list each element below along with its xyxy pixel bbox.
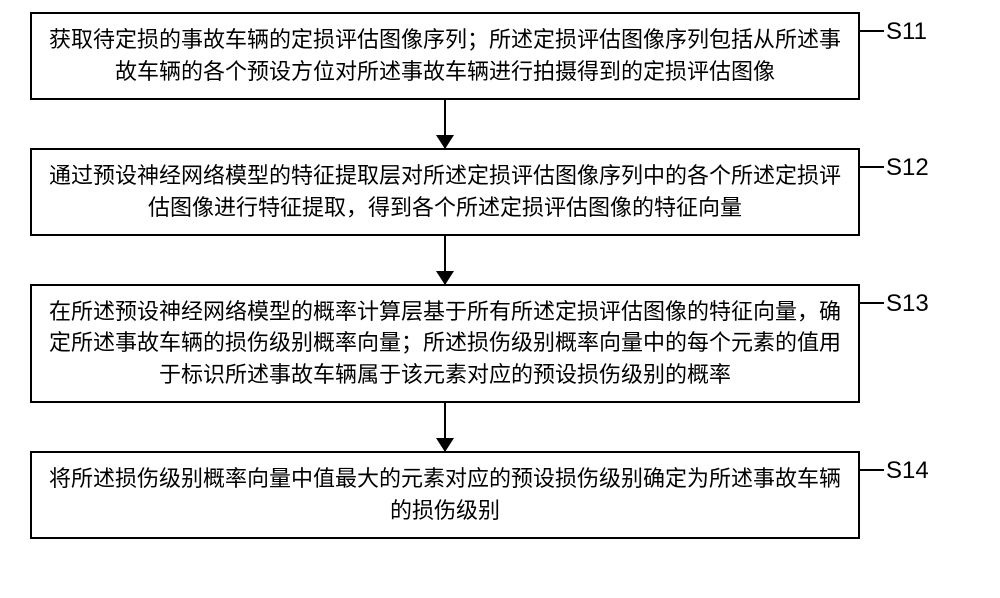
step-row-s14: 将所述损伤级别概率向量中值最大的元素对应的预设损伤级别确定为所述事故车辆的损伤级… bbox=[30, 451, 970, 539]
step-text: 通过预设神经网络模型的特征提取层对所述定损评估图像序列中的各个所述定损评估图像进… bbox=[46, 160, 844, 224]
arrow-connector bbox=[444, 236, 446, 284]
step-text: 获取待定损的事故车辆的定损评估图像序列；所述定损评估图像序列包括从所述事故车辆的… bbox=[46, 24, 844, 88]
step-label-s14: S14 bbox=[886, 457, 929, 485]
arrow-head-icon bbox=[436, 271, 454, 285]
arrow-connector bbox=[444, 100, 446, 148]
step-label-s11: S11 bbox=[886, 18, 927, 46]
arrow-head-icon bbox=[436, 135, 454, 149]
step-box-s11: 获取待定损的事故车辆的定损评估图像序列；所述定损评估图像序列包括从所述事故车辆的… bbox=[30, 12, 860, 100]
label-connector-line bbox=[860, 469, 884, 471]
step-text: 在所述预设神经网络模型的概率计算层基于所有所述定损评估图像的特征向量，确定所述事… bbox=[46, 296, 844, 392]
connector-wrap bbox=[30, 100, 860, 148]
arrow-head-icon bbox=[436, 438, 454, 452]
arrow-connector bbox=[444, 403, 446, 451]
label-connector-line bbox=[860, 302, 884, 304]
label-connector-line bbox=[860, 30, 884, 32]
step-box-s12: 通过预设神经网络模型的特征提取层对所述定损评估图像序列中的各个所述定损评估图像进… bbox=[30, 148, 860, 236]
step-label-s12: S12 bbox=[886, 154, 929, 182]
flowchart-container: 获取待定损的事故车辆的定损评估图像序列；所述定损评估图像序列包括从所述事故车辆的… bbox=[30, 12, 970, 539]
step-row-s12: 通过预设神经网络模型的特征提取层对所述定损评估图像序列中的各个所述定损评估图像进… bbox=[30, 148, 970, 236]
step-box-s14: 将所述损伤级别概率向量中值最大的元素对应的预设损伤级别确定为所述事故车辆的损伤级… bbox=[30, 451, 860, 539]
connector-wrap bbox=[30, 403, 860, 451]
step-label-s13: S13 bbox=[886, 290, 929, 318]
step-text: 将所述损伤级别概率向量中值最大的元素对应的预设损伤级别确定为所述事故车辆的损伤级… bbox=[46, 463, 844, 527]
step-row-s13: 在所述预设神经网络模型的概率计算层基于所有所述定损评估图像的特征向量，确定所述事… bbox=[30, 284, 970, 404]
connector-wrap bbox=[30, 236, 860, 284]
step-box-s13: 在所述预设神经网络模型的概率计算层基于所有所述定损评估图像的特征向量，确定所述事… bbox=[30, 284, 860, 404]
label-connector-line bbox=[860, 166, 884, 168]
step-row-s11: 获取待定损的事故车辆的定损评估图像序列；所述定损评估图像序列包括从所述事故车辆的… bbox=[30, 12, 970, 100]
